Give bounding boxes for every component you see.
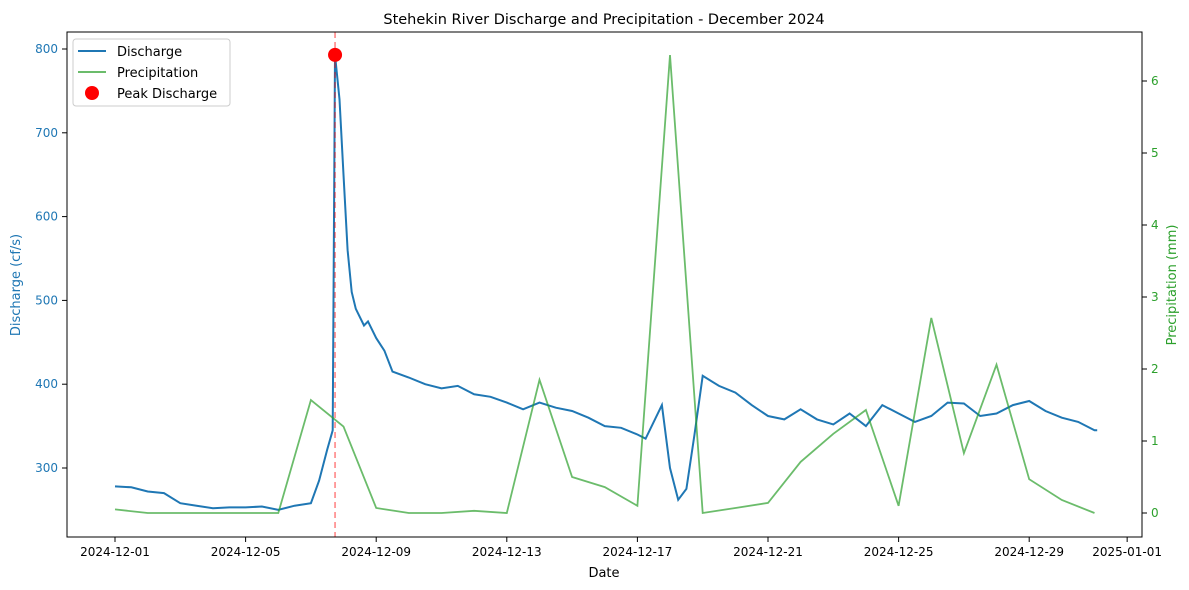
x-tick-label: 2024-12-01: [80, 545, 150, 559]
x-tick-label: 2024-12-25: [864, 545, 934, 559]
y-left-tick-label: 700: [35, 126, 58, 140]
peak-discharge-marker: [328, 47, 343, 62]
chart-title: Stehekin River Discharge and Precipitati…: [383, 12, 824, 28]
y-left-tick-label: 800: [35, 42, 58, 56]
y-right-axis-label: Precipitation (mm): [1165, 225, 1180, 346]
y-left-axis-label: Discharge (cf/s): [9, 234, 24, 336]
legend-discharge-label: Discharge: [117, 45, 182, 60]
x-tick-label: 2024-12-21: [733, 545, 803, 559]
y-right-tick-label: 4: [1151, 218, 1159, 232]
x-tick-label: 2024-12-29: [994, 545, 1064, 559]
x-tick-label: 2024-12-13: [472, 545, 542, 559]
legend-precipitation-label: Precipitation: [117, 66, 198, 81]
plot-frame: [66, 31, 1143, 538]
y-right-tick-label: 2: [1151, 362, 1159, 376]
legend: Discharge Precipitation Peak Discharge: [72, 38, 231, 107]
x-axis-label: Date: [588, 566, 619, 581]
discharge-series-line: [114, 54, 1098, 511]
y-left-tick-label: 400: [35, 377, 58, 391]
x-tick-label: 2024-12-09: [341, 545, 411, 559]
x-tick-label: 2025-01-01: [1092, 545, 1162, 559]
y-right-tick-label: 0: [1151, 506, 1159, 520]
y-right-tick-label: 3: [1151, 290, 1159, 304]
y-left-tick-label: 600: [35, 210, 58, 224]
y-left-tick-label: 500: [35, 293, 58, 307]
y-right-tick-label: 6: [1151, 74, 1159, 88]
legend-peak-label: Peak Discharge: [117, 87, 217, 102]
y-left-tick-label: 300: [35, 461, 58, 475]
x-tick-label: 2024-12-05: [211, 545, 281, 559]
precipitation-series-line: [114, 55, 1095, 515]
x-tick-label: 2024-12-17: [603, 545, 673, 559]
y-right-tick-label: 5: [1151, 146, 1159, 160]
legend-peak-marker: [85, 86, 99, 100]
y-right-tick-label: 1: [1151, 434, 1159, 448]
